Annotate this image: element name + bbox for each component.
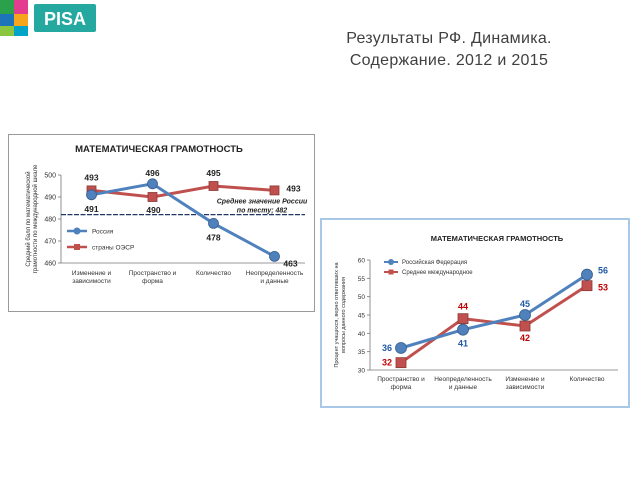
data-point-oecd [147,192,158,202]
legend-rf-label: Российская Федерация [402,259,467,266]
data-point-russia [86,189,97,201]
legend-rf-marker [388,259,394,265]
data-label: 493 [286,183,300,193]
slide-title: Результаты РФ. Динамика. Содержание. 201… [284,28,614,72]
reference-label-line2: по тесту; 482 [237,208,288,215]
data-point-intl [457,313,469,325]
y-tick-label: 40 [358,331,366,338]
data-label: 36 [382,343,392,353]
legend-russia-marker [73,227,81,235]
x-tick-label: Пространство и [129,270,177,277]
data-point-rf [457,323,469,336]
y-axis-label-line2: вопросы данного содержания [341,277,347,353]
y-tick-label: 480 [44,217,56,224]
x-tick-label: зависимости [72,278,111,285]
data-point-russia [208,218,219,229]
data-label: 32 [382,358,392,368]
data-label: 42 [520,333,530,343]
data-point-russia [269,251,280,262]
data-point-russia [147,178,158,190]
series-line-1 [91,184,275,199]
logo-text: PISA [44,9,86,29]
y-tick-label: 60 [358,258,366,265]
x-tick-label: Неопределенность [246,270,304,277]
y-tick-label: 500 [44,173,56,180]
x-tick-label: зависимости [506,384,545,391]
slide-title-line2: Содержание. 2012 и 2015 [349,52,549,69]
data-point-rf [519,309,531,321]
series-line-1 [400,284,588,364]
x-tick-label: Изменение и [505,376,545,383]
data-label: 491 [84,204,98,214]
x-tick-label: и данные [260,278,289,285]
legend-oecd-marker [74,244,80,250]
data-label: 41 [458,339,468,349]
y-tick-label: 470 [44,239,56,246]
chart-math-literacy-2015: МАТЕМАТИЧЕСКАЯ ГРАМОТНОСТЬ Процент учащих… [320,218,630,408]
data-label: 53 [598,283,608,293]
legend-oecd-label: страны ОЭСР [92,245,134,252]
data-label: 493 [84,172,98,182]
x-tick-label: Количество [196,270,231,277]
data-point-oecd [269,185,280,196]
x-tick-label: Изменение и [72,270,112,277]
reference-label-line1: Среднее значение России [217,198,308,206]
chart-title: МАТЕМАТИЧЕСКАЯ ГРАМОТНОСТЬ [75,144,243,155]
y-tick-label: 45 [358,313,366,320]
x-tick-label: форма [142,278,163,285]
series-line-0 [91,182,276,258]
legend-russia-label: Россия [92,229,114,236]
y-axis-label-line2: грамотности по международной шкале [32,164,39,273]
y-tick-label: 30 [358,368,366,375]
pisa-logo: PISA [0,0,103,36]
data-label: 490 [146,205,160,215]
data-point-intl [519,320,531,332]
data-label: 496 [145,168,159,178]
pisa-logo-graphic: PISA [0,0,103,36]
y-axis-label-line1: Процент учащихся, верно ответивших на [334,261,340,367]
x-tick-label: форма [391,384,412,391]
data-label: 56 [598,266,608,276]
legend-intl-label: Среднее международное [402,270,473,276]
y-tick-label: 460 [44,261,56,268]
y-axis-label-line1: Средний балл по математической [25,171,32,266]
slide-title-line1: Результаты РФ. Динамика. [346,30,552,47]
data-label: 45 [520,299,530,309]
data-point-intl [395,357,407,369]
data-point-intl [581,280,593,292]
data-point-rf [581,268,593,281]
chart-2012-svg: МАТЕМАТИЧЕСКАЯ ГРАМОТНОСТЬ Средний балл п… [25,144,308,285]
series-line-0 [400,273,588,350]
chart-title: МАТЕМАТИЧЕСКАЯ ГРАМОТНОСТЬ [431,234,564,243]
x-tick-label: Пространство и [377,376,425,383]
data-label: 495 [206,168,220,178]
x-tick-label: и данные [449,384,478,391]
y-tick-label: 490 [44,195,56,202]
x-tick-label: Неопределенность [434,376,492,383]
legend-intl-marker [388,269,394,275]
chart-2015-svg: МАТЕМАТИЧЕСКАЯ ГРАМОТНОСТЬ Процент учащих… [334,234,618,391]
data-label: 463 [283,258,297,268]
data-point-rf [395,342,407,354]
data-point-oecd [208,181,219,191]
data-label: 478 [206,232,220,242]
y-tick-label: 35 [358,349,366,356]
x-tick-label: Количество [570,376,605,383]
y-tick-label: 50 [358,294,366,301]
chart-math-literacy-2012: МАТЕМАТИЧЕСКАЯ ГРАМОТНОСТЬ Средний балл п… [8,134,315,312]
data-label: 44 [458,302,468,312]
y-tick-label: 55 [358,276,366,283]
